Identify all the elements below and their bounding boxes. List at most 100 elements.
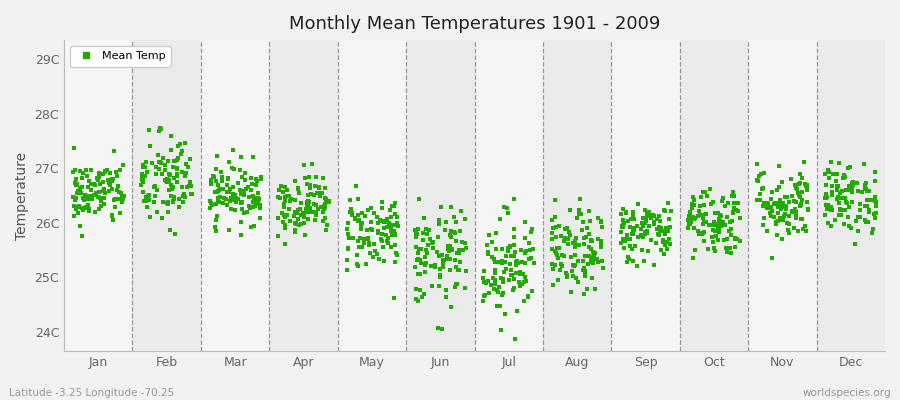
Point	[386, 294, 400, 301]
Point	[490, 287, 504, 293]
Point	[585, 238, 599, 244]
Point	[787, 225, 801, 232]
Point	[687, 201, 701, 208]
Point	[839, 198, 853, 205]
Point	[491, 258, 506, 265]
Point	[278, 214, 293, 220]
Point	[595, 258, 609, 264]
Point	[426, 245, 440, 251]
Point	[627, 216, 642, 223]
Point	[647, 219, 662, 225]
Point	[698, 189, 713, 195]
Point	[363, 250, 377, 256]
Point	[388, 199, 402, 206]
Point	[590, 236, 605, 243]
Point	[91, 177, 105, 184]
Point	[179, 170, 194, 176]
Point	[485, 239, 500, 245]
Point	[728, 236, 742, 242]
Point	[858, 203, 872, 209]
Point	[864, 196, 878, 203]
Point	[779, 206, 794, 212]
Point	[380, 216, 394, 222]
Point	[436, 257, 451, 263]
Point	[778, 194, 792, 201]
Point	[375, 199, 390, 205]
Point	[361, 239, 375, 246]
Point	[488, 270, 502, 277]
Point	[518, 274, 532, 280]
Bar	[611, 40, 680, 351]
Point	[377, 224, 392, 231]
Point	[580, 225, 594, 231]
Point	[167, 231, 182, 237]
Point	[171, 142, 185, 149]
Point	[757, 199, 771, 206]
Point	[91, 194, 105, 200]
Point	[681, 217, 696, 224]
Point	[321, 198, 336, 204]
Point	[709, 232, 724, 239]
Point	[796, 159, 811, 165]
Point	[293, 221, 308, 228]
Point	[92, 170, 106, 176]
Point	[687, 224, 701, 231]
Point	[476, 298, 491, 304]
Point	[435, 252, 449, 258]
Point	[313, 193, 328, 200]
Point	[288, 197, 302, 203]
Point	[770, 210, 785, 216]
Point	[280, 186, 294, 193]
Point	[164, 182, 178, 188]
Point	[719, 236, 733, 243]
Point	[846, 182, 860, 188]
Point	[387, 228, 401, 234]
Point	[203, 179, 218, 186]
Point	[832, 206, 847, 213]
Point	[635, 220, 650, 226]
Point	[297, 212, 311, 219]
Point	[480, 242, 494, 249]
Point	[150, 187, 165, 193]
Point	[209, 201, 223, 207]
Point	[795, 197, 809, 203]
Bar	[64, 40, 132, 351]
Point	[634, 232, 648, 238]
Point	[384, 244, 399, 250]
Point	[696, 229, 710, 236]
Point	[843, 225, 858, 232]
Point	[367, 210, 382, 216]
Point	[228, 207, 242, 214]
Point	[724, 226, 738, 232]
Point	[136, 174, 150, 181]
Point	[206, 173, 220, 179]
Point	[390, 252, 404, 258]
Point	[107, 204, 122, 210]
Point	[832, 200, 846, 206]
Point	[685, 205, 699, 211]
Point	[205, 202, 220, 208]
Point	[208, 189, 222, 196]
Point	[160, 179, 175, 186]
Point	[551, 277, 565, 283]
Point	[482, 232, 496, 238]
Point	[706, 238, 720, 245]
Point	[361, 235, 375, 241]
Point	[75, 233, 89, 240]
Point	[159, 178, 174, 184]
Point	[752, 173, 767, 179]
Point	[841, 214, 855, 220]
Point	[526, 246, 540, 252]
Point	[568, 238, 582, 244]
Point	[139, 194, 153, 200]
Point	[374, 231, 389, 238]
Point	[94, 202, 109, 209]
Point	[276, 219, 291, 226]
Point	[105, 186, 120, 192]
Point	[788, 215, 803, 221]
Point	[754, 171, 769, 178]
Point	[141, 196, 156, 203]
Point	[703, 186, 717, 192]
Point	[572, 211, 586, 218]
Point	[153, 125, 167, 132]
